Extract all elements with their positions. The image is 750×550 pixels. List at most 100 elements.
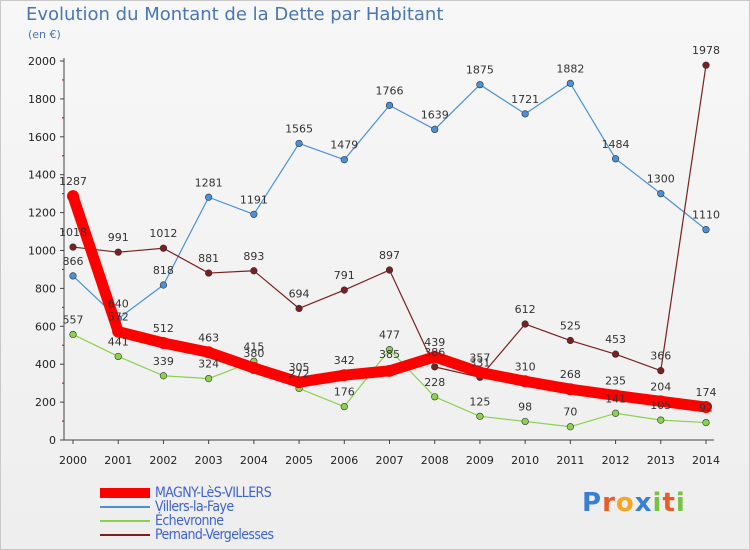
y-tick-label: 1000: [28, 245, 56, 258]
data-point-magny: [383, 364, 396, 377]
legend-label-villers: Villers-la-Faye: [155, 499, 234, 515]
data-label-magny: 174: [696, 386, 717, 399]
y-tick-label: 1600: [28, 131, 56, 144]
chart-legend: MAGNY-LèS-VILLERS Villers-la-Faye Échevr…: [100, 486, 400, 542]
data-label-echevronne: 98: [518, 400, 532, 413]
data-point-pernand: [385, 266, 394, 274]
x-tick-label: 2005: [285, 454, 313, 467]
data-label-pernand: 694: [289, 287, 310, 300]
data-point-pernand: [431, 363, 439, 371]
legend-swatch-echevronne: [100, 520, 150, 522]
data-label-villers: 1484: [602, 138, 630, 151]
data-label-villers: 1766: [376, 84, 404, 97]
data-point-magny: [67, 190, 79, 203]
data-label-magny: 305: [289, 361, 310, 374]
data-label-villers: 1191: [240, 193, 268, 206]
data-label-villers: 1300: [647, 173, 675, 186]
data-label-echevronne: 105: [650, 399, 671, 412]
data-label-pernand: 991: [108, 231, 129, 244]
data-label-magny: 268: [560, 368, 581, 381]
data-label-echevronne: 557: [63, 313, 84, 326]
data-point-echevronne: [566, 423, 574, 431]
data-label-villers: 866: [63, 255, 84, 268]
data-label-villers: 818: [153, 264, 174, 277]
legend-label-echevronne: Échevronne: [155, 513, 224, 529]
chart-unit-subtitle: (en €): [28, 28, 61, 41]
data-label-pernand: 453: [605, 333, 626, 346]
data-point-echevronne: [702, 418, 710, 427]
data-point-magny: [338, 369, 351, 382]
data-point-pernand: [69, 243, 77, 251]
data-point-magny: [293, 376, 306, 389]
data-point-villers: [295, 139, 303, 148]
data-label-echevronne: 141: [605, 392, 626, 405]
data-point-villers: [657, 190, 665, 198]
y-tick-label: 600: [35, 320, 56, 333]
data-label-villers: 1875: [466, 64, 494, 77]
data-point-villers: [566, 79, 574, 87]
data-point-echevronne: [521, 417, 529, 426]
data-point-pernand: [702, 61, 710, 69]
data-point-pernand: [611, 350, 620, 358]
x-tick-label: 2002: [149, 454, 177, 467]
legend-item-villers: Villers-la-Faye: [100, 500, 400, 514]
x-tick-label: 2000: [59, 454, 87, 467]
logo-letter: x: [634, 488, 653, 518]
data-label-pernand: 525: [560, 320, 581, 333]
y-tick-label: 2000: [28, 55, 56, 68]
data-point-magny: [564, 383, 577, 396]
data-point-villers: [521, 110, 529, 118]
legend-swatch-pernand: [100, 534, 150, 536]
data-label-pernand: 881: [198, 252, 219, 265]
data-point-magny: [473, 366, 486, 379]
data-label-villers: 1639: [421, 108, 449, 121]
data-point-echevronne: [611, 409, 620, 417]
x-tick-label: 2003: [195, 454, 223, 467]
chart-title: Evolution du Montant de la Dette par Hab…: [26, 4, 444, 25]
data-label-villers: 640: [108, 298, 129, 311]
x-tick-label: 2006: [330, 454, 358, 467]
legend-item-pernand: Pernand-Vergelesses: [100, 528, 400, 542]
data-label-magny: 463: [198, 331, 219, 344]
data-point-echevronne: [476, 412, 484, 420]
data-point-villers: [159, 281, 168, 289]
data-label-echevronne: 228: [424, 376, 445, 389]
data-point-pernand: [250, 267, 258, 275]
data-label-echevronne: 477: [379, 329, 400, 342]
data-point-villers: [702, 226, 710, 234]
data-point-pernand: [114, 248, 122, 256]
data-point-villers: [385, 101, 394, 109]
data-point-villers: [250, 210, 258, 218]
data-label-magny: 380: [243, 347, 264, 360]
data-label-villers: 1721: [511, 93, 539, 106]
data-label-magny: 235: [605, 374, 626, 387]
logo-letter: P: [582, 488, 603, 518]
data-label-villers: 1882: [556, 62, 584, 75]
x-tick-label: 2008: [421, 454, 449, 467]
data-label-echevronne: 92: [699, 402, 713, 415]
data-label-echevronne: 176: [334, 386, 355, 399]
data-label-villers: 1565: [285, 122, 313, 135]
data-label-pernand: 612: [515, 303, 536, 316]
data-point-magny: [519, 375, 532, 388]
data-point-villers: [431, 125, 439, 134]
data-label-magny: 512: [153, 322, 174, 335]
data-label-echevronne: 339: [153, 355, 174, 368]
x-tick-label: 2014: [692, 454, 720, 467]
data-label-villers: 1110: [692, 209, 720, 222]
series-line-villers: [72, 82, 707, 320]
legend-swatch-villers: [100, 506, 150, 508]
data-point-magny: [428, 350, 441, 363]
data-label-pernand: 366: [650, 350, 671, 363]
legend-label-pernand: Pernand-Vergelesses: [155, 527, 274, 543]
data-label-pernand: 386: [424, 346, 445, 359]
data-label-echevronne: 125: [469, 395, 490, 408]
y-tick-label: 0: [49, 434, 56, 447]
x-tick-label: 2010: [511, 454, 539, 467]
legend-swatch-magny: [100, 488, 150, 498]
data-label-magny: 357: [469, 351, 490, 364]
y-tick-label: 800: [35, 282, 56, 295]
data-label-pernand: 1012: [149, 227, 177, 240]
data-point-villers: [340, 156, 348, 164]
x-tick-label: 2012: [602, 454, 630, 467]
